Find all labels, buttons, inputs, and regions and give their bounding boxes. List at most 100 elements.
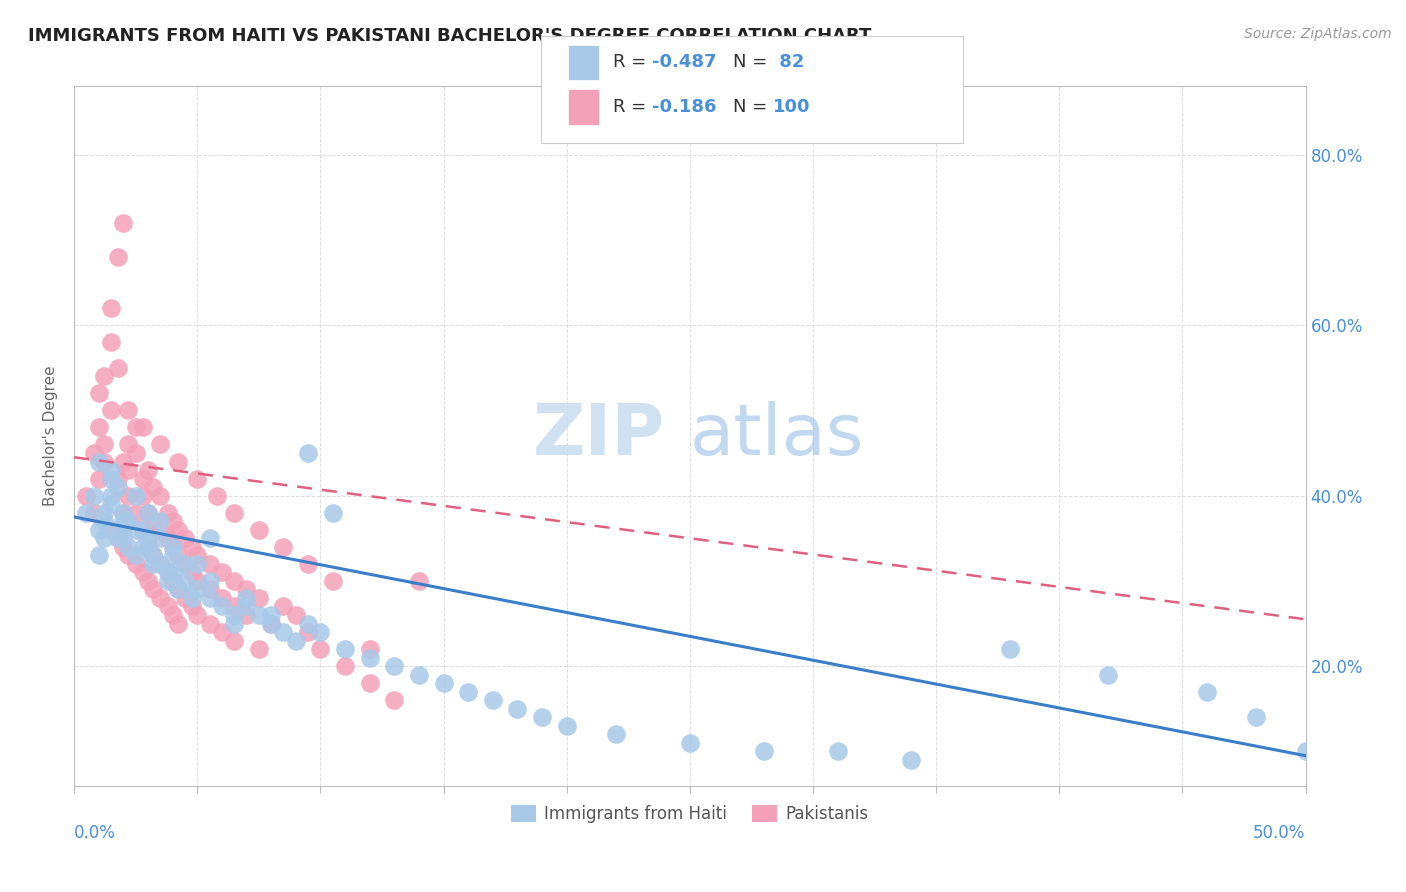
Point [162, 540, 184, 554]
Point [359, 650, 381, 665]
Point [142, 557, 165, 571]
Point [132, 523, 155, 537]
Text: 100: 100 [773, 98, 811, 116]
Point [198, 616, 221, 631]
Point [166, 523, 188, 537]
Point [166, 616, 188, 631]
Point [186, 574, 208, 588]
Point [93, 437, 115, 451]
Point [198, 591, 221, 605]
Point [107, 523, 129, 537]
Point [107, 360, 129, 375]
Point [186, 582, 208, 597]
Point [211, 599, 233, 614]
Point [124, 489, 146, 503]
Point [605, 727, 627, 741]
Point [322, 574, 344, 588]
Point [273, 599, 295, 614]
Point [112, 531, 135, 545]
Point [162, 514, 184, 528]
Point [93, 514, 115, 528]
Point [142, 549, 165, 563]
Text: -0.487: -0.487 [652, 54, 717, 71]
Text: atlas: atlas [690, 401, 865, 470]
Point [87, 523, 110, 537]
Point [83, 446, 105, 460]
Point [555, 719, 578, 733]
Point [359, 642, 381, 657]
Point [156, 566, 179, 580]
Point [136, 531, 159, 545]
Point [224, 633, 246, 648]
Point [124, 420, 146, 434]
Point [162, 566, 184, 580]
Point [382, 693, 405, 707]
Point [87, 549, 110, 563]
Point [224, 574, 246, 588]
Point [382, 659, 405, 673]
Point [1295, 744, 1317, 758]
Point [174, 557, 197, 571]
Point [107, 531, 129, 545]
Point [112, 523, 135, 537]
Point [247, 607, 270, 622]
Point [117, 540, 139, 554]
Point [235, 599, 257, 614]
Point [117, 489, 139, 503]
Text: 82: 82 [773, 54, 804, 71]
Point [235, 582, 257, 597]
Point [224, 616, 246, 631]
Point [132, 472, 155, 486]
Point [93, 506, 115, 520]
Point [112, 216, 135, 230]
Point [506, 702, 529, 716]
Point [333, 659, 356, 673]
Point [156, 599, 179, 614]
Point [132, 566, 155, 580]
Point [107, 472, 129, 486]
Point [260, 616, 283, 631]
Point [827, 744, 849, 758]
Point [224, 599, 246, 614]
Point [309, 625, 332, 640]
Point [87, 420, 110, 434]
Point [1097, 667, 1119, 681]
Point [136, 506, 159, 520]
Point [174, 557, 197, 571]
Point [162, 607, 184, 622]
Point [224, 607, 246, 622]
Point [83, 489, 105, 503]
Point [359, 676, 381, 690]
Point [124, 446, 146, 460]
Point [297, 557, 319, 571]
Point [112, 514, 135, 528]
Point [247, 523, 270, 537]
Point [83, 506, 105, 520]
Point [112, 506, 135, 520]
Point [273, 625, 295, 640]
Point [124, 557, 146, 571]
Point [156, 506, 179, 520]
Point [408, 574, 430, 588]
Text: R =: R = [613, 98, 652, 116]
Point [211, 591, 233, 605]
Point [162, 574, 184, 588]
Point [100, 497, 122, 511]
Point [297, 446, 319, 460]
Point [100, 403, 122, 417]
Point [224, 506, 246, 520]
Point [186, 607, 208, 622]
Point [87, 472, 110, 486]
Point [156, 531, 179, 545]
Text: ZIP: ZIP [533, 401, 665, 470]
Text: 50.0%: 50.0% [1253, 824, 1306, 842]
Point [136, 574, 159, 588]
Point [124, 523, 146, 537]
Text: N =: N = [733, 98, 772, 116]
Point [124, 549, 146, 563]
Point [107, 531, 129, 545]
Point [87, 454, 110, 468]
Point [162, 540, 184, 554]
Point [93, 531, 115, 545]
Point [93, 369, 115, 384]
